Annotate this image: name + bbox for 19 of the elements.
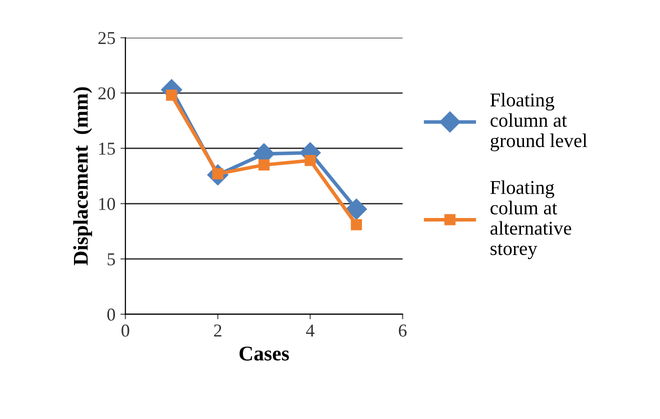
y-tick-label: 10	[99, 198, 115, 210]
point	[350, 219, 362, 230]
point	[304, 154, 316, 166]
point	[346, 198, 367, 220]
point	[166, 90, 178, 101]
x-tick-label: 6	[398, 324, 407, 337]
y-tick-label: 0	[107, 308, 115, 321]
point	[258, 159, 270, 170]
y-axis-title: Displacement (mm)	[73, 87, 92, 266]
x-tick-label: 2	[214, 324, 222, 336]
y-tick-label: 15	[99, 142, 115, 155]
y-tick-label: 20	[98, 87, 115, 100]
x-axis-title: Cases	[240, 346, 289, 361]
x-tick-label: 0	[122, 324, 130, 337]
y-tick-label: 5	[108, 253, 115, 266]
legend-label: Floating colum at alternative storey	[490, 180, 572, 260]
legend-label: Floating column at ground level	[490, 92, 588, 152]
x-tick-label: 4	[306, 324, 314, 336]
y-tick-label: 25	[98, 32, 115, 44]
